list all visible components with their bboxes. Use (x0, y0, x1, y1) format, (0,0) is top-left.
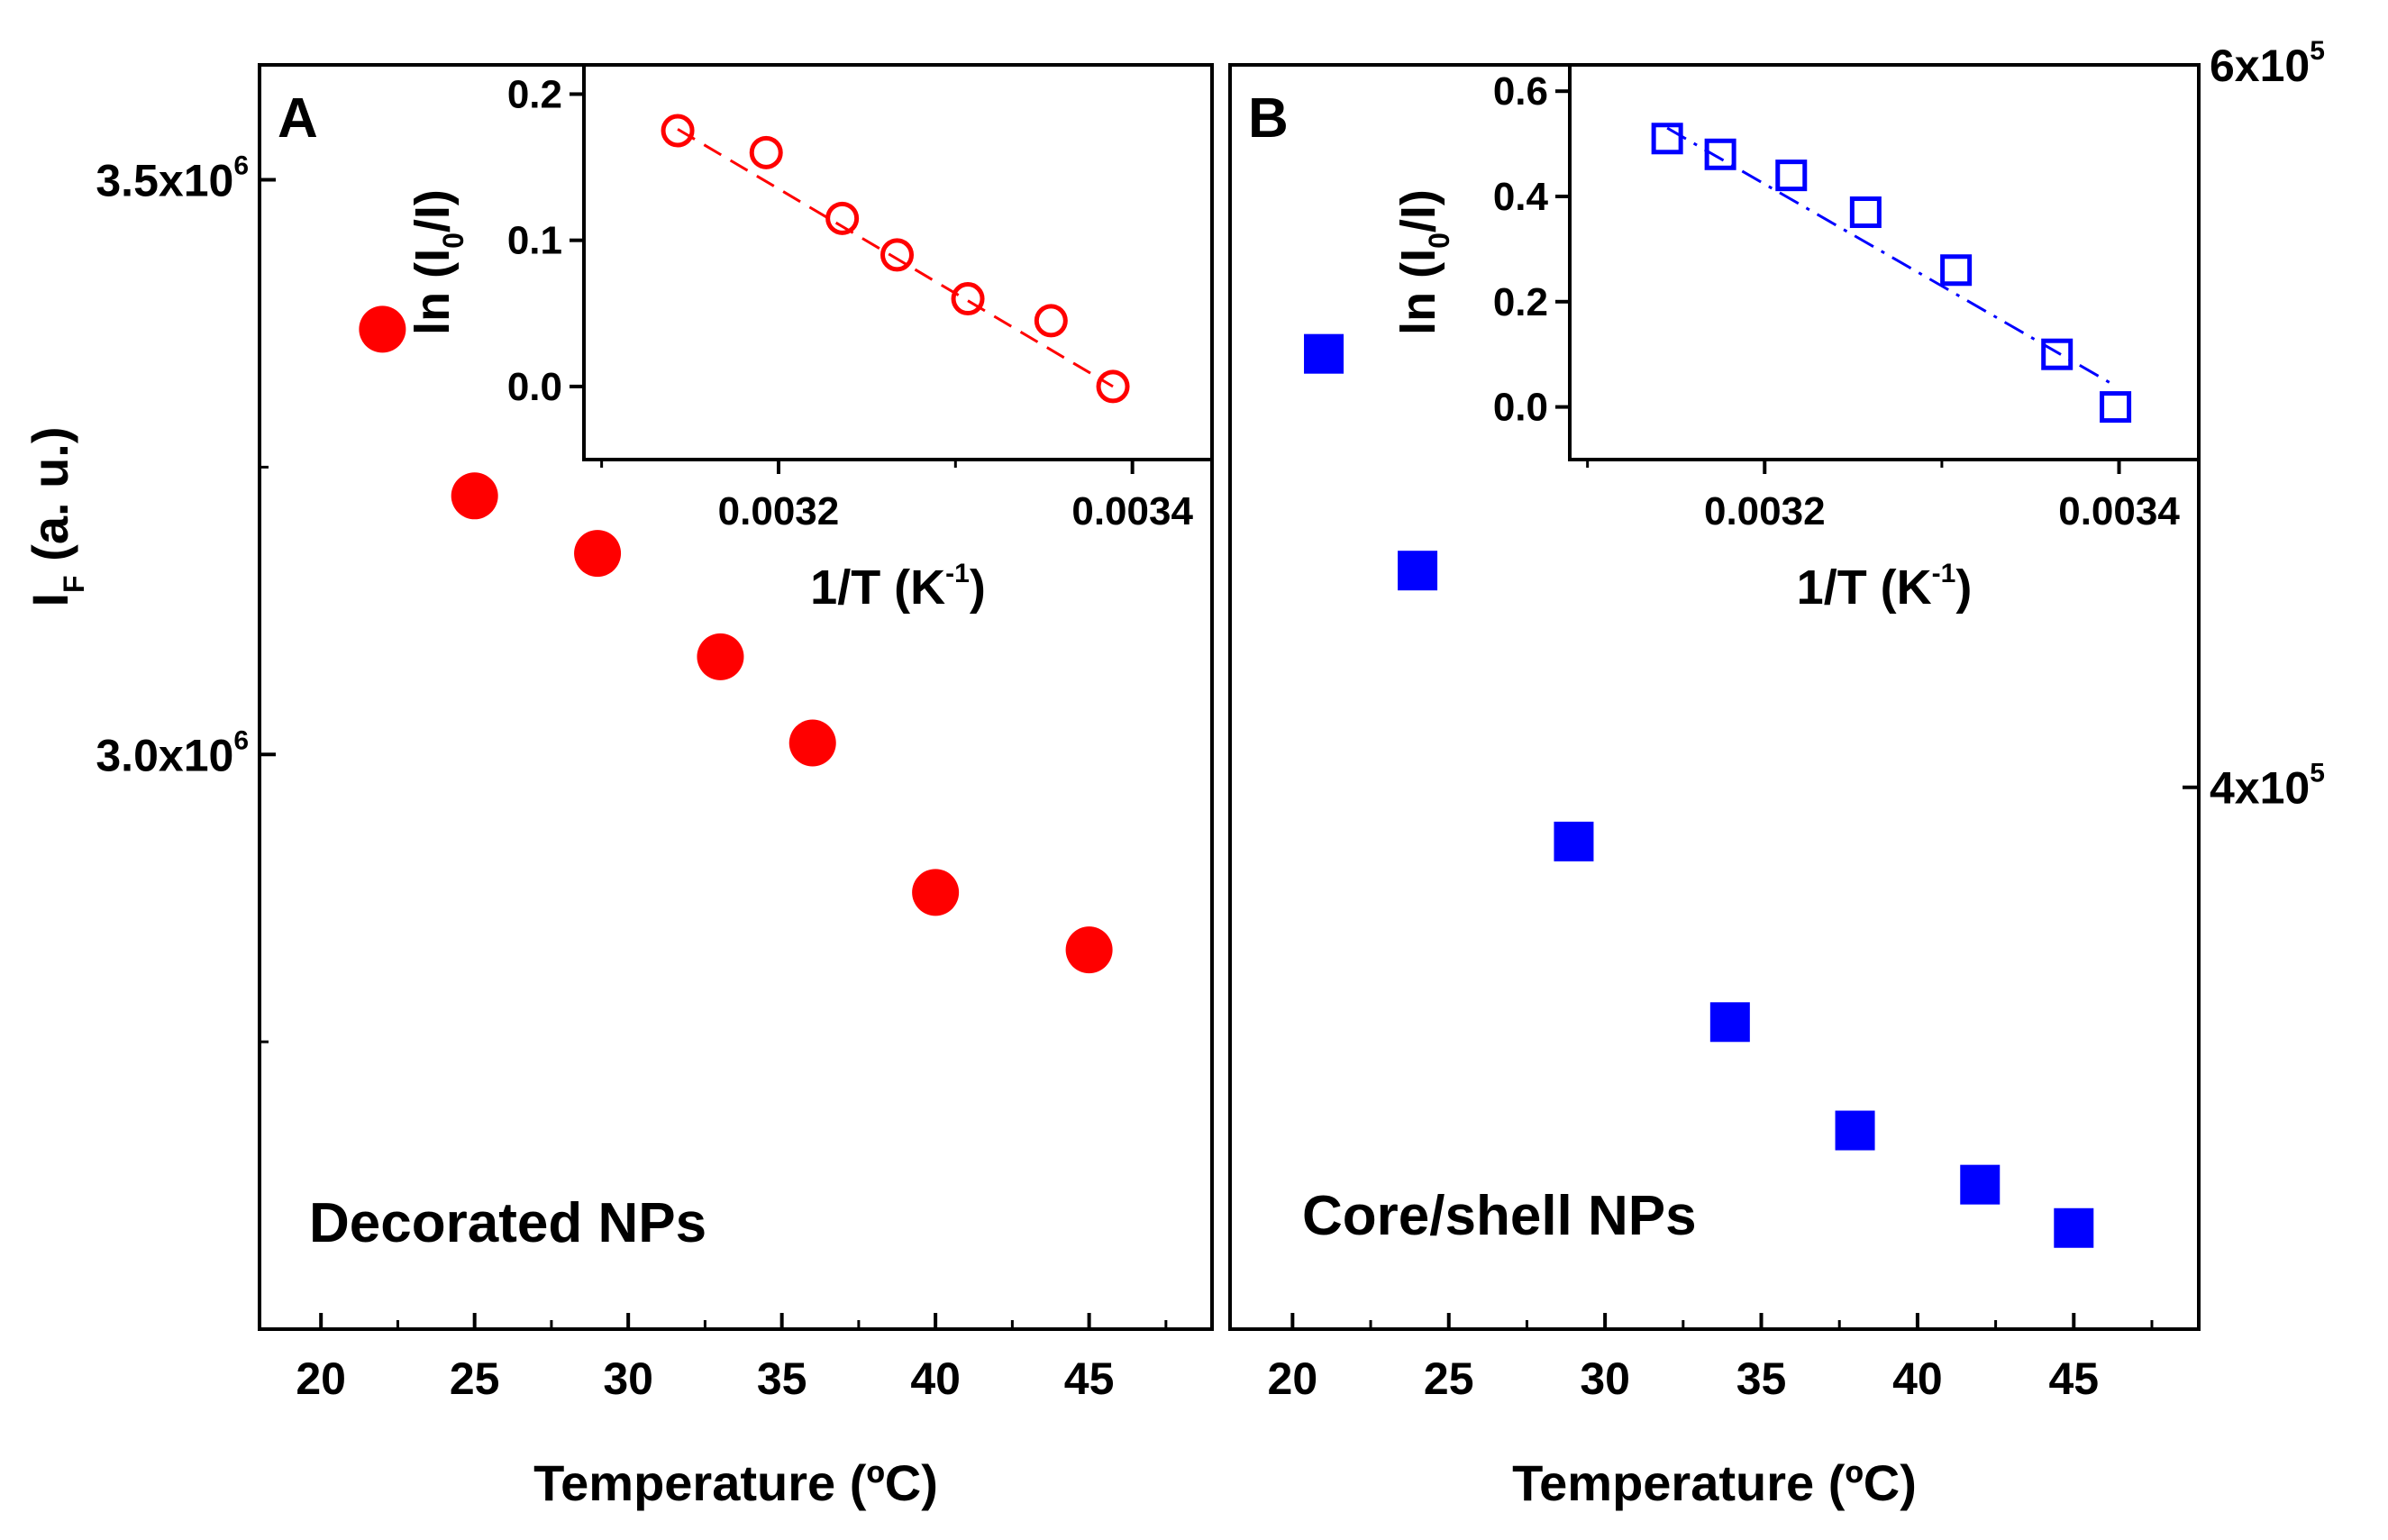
data-point (788, 719, 836, 767)
panel-label: B (1248, 87, 1289, 150)
x-tick-label: 20 (1268, 1353, 1318, 1404)
y-axis-title: IF (a. u.) (22, 427, 90, 607)
inset-y-title-sub: 0 (1423, 232, 1455, 249)
x-tick-label: 30 (1580, 1353, 1630, 1404)
inset-y-axis-title: ln (I0/I) (406, 189, 469, 335)
series-annotation: Core/shell NPs (1302, 1185, 1697, 1247)
inset-x-tick-label: 0.0034 (1071, 489, 1193, 533)
inset-data-point (1849, 196, 1882, 229)
x-tick-label: 20 (296, 1353, 346, 1404)
y-tick-label-base: 3.5x10 (96, 156, 233, 206)
inset-fit-line (677, 128, 1114, 388)
data-point (1065, 926, 1113, 974)
inset-x-title-rest: ) (970, 560, 986, 615)
x-axis-title: Temperature (ºC) (1512, 1454, 1917, 1511)
inset-x-tick-label: 0.0032 (1704, 489, 1826, 533)
y-tick-label-base: 4x10 (2210, 763, 2310, 814)
inset-chart: 0.0032 0.0034 0.0 0.1 0.2 1/T (K-1) ln (I0/I) (406, 63, 1214, 615)
inset-x-title-sup: -1 (945, 559, 970, 588)
data-point (1835, 1110, 1875, 1151)
inset-frame (1568, 63, 2201, 461)
inset-frame (582, 63, 1214, 461)
inset-y-title-b: /I) (1391, 189, 1445, 232)
inset-x-title-main: 1/T (K (1797, 560, 1932, 615)
x-tick-label: 45 (1064, 1353, 1115, 1404)
inset-data-point (1940, 254, 1973, 287)
inset-x-tick-label: 0.0034 (2058, 489, 2180, 533)
data-point (451, 472, 498, 520)
y-tick-label: 6x105 (2210, 36, 2325, 91)
data-point (574, 530, 622, 578)
inset-data-point (1651, 123, 1683, 155)
inset-chart: 0.0032 0.0034 0.0 0.2 0.4 0.6 1/T (K-1) ln (I0/… (1391, 63, 2201, 615)
inset-y-tick-label: 0.1 (507, 219, 562, 263)
panel-label: A (278, 87, 318, 150)
data-point (1960, 1164, 2001, 1205)
y-tick-label: 4x105 (2210, 759, 2325, 814)
inset-data-point (2100, 391, 2132, 424)
inset-data-point (2041, 338, 2074, 370)
y-tick-label-exp: 6 (233, 725, 249, 755)
data-point (359, 305, 406, 353)
inset-y-tick-label: 0.4 (1493, 175, 1549, 219)
inset-x-axis-title: 1/T (K-1) (1797, 559, 1973, 615)
x-tick-label: 25 (1424, 1353, 1474, 1404)
x-tick-label: 40 (1892, 1353, 1943, 1404)
inset-y-title-a: ln (I (1391, 249, 1445, 335)
data-point (912, 869, 960, 916)
x-tick-label: 40 (910, 1353, 961, 1404)
inset-data-point (951, 282, 985, 316)
inset-y-tick-label: 0.0 (507, 365, 562, 409)
inset-data-point (1704, 138, 1736, 170)
inset-data-point (1775, 159, 1808, 192)
inset-data-point (1034, 304, 1068, 338)
inset-y-tick-label: 0.0 (1493, 386, 1548, 430)
y-tick-label-exp: 5 (2310, 36, 2325, 66)
y-tick-label: 3.0x106 (96, 725, 249, 780)
inset-x-title-main: 1/T (K (810, 560, 945, 615)
y-tick-label: 3.5x106 (96, 151, 249, 206)
data-point (1304, 333, 1344, 374)
data-point (697, 633, 744, 680)
inset-y-title-sub: 0 (437, 232, 469, 249)
data-point (1554, 821, 1594, 861)
y-tick-label-exp: 5 (2310, 759, 2325, 788)
inset-data-point (825, 201, 860, 235)
inset-y-tick-label: 0.2 (507, 72, 562, 116)
x-axis-title: Temperature (ºC) (533, 1454, 938, 1511)
x-tick-label: 30 (603, 1353, 653, 1404)
y-axis-title-sub: F (58, 575, 90, 593)
inset-x-tick-label: 0.0032 (718, 489, 840, 533)
x-tick-label: 45 (2048, 1353, 2099, 1404)
inset-y-title-b: /I) (406, 189, 460, 232)
x-tick-label: 25 (450, 1353, 500, 1404)
inset-data-point (749, 135, 783, 169)
inset-y-tick-label: 0.6 (1493, 69, 1548, 114)
inset-x-title-rest: ) (1955, 560, 1972, 615)
y-axis-title-main: I (22, 593, 78, 607)
data-point (2054, 1207, 2094, 1248)
inset-data-point (880, 238, 915, 272)
data-point (1709, 1002, 1750, 1043)
inset-y-tick-label: 0.2 (1493, 280, 1548, 324)
y-axis-title-rest: (a. u.) (22, 427, 78, 576)
inset-y-axis-title: ln (I0/I) (1391, 189, 1455, 335)
inset-y-title-a: ln (I (406, 249, 460, 335)
inset-data-point (661, 114, 695, 148)
y-tick-label-exp: 6 (233, 151, 249, 181)
x-tick-label: 35 (757, 1353, 807, 1404)
inset-x-axis-title: 1/T (K-1) (810, 559, 986, 615)
y-tick-label-base: 6x10 (2210, 41, 2310, 91)
inset-x-title-sup: -1 (1932, 559, 1956, 588)
y-tick-label-base: 3.0x10 (96, 730, 233, 780)
data-point (1398, 551, 1438, 591)
inset-data-point (1096, 369, 1130, 404)
series-annotation: Decorated NPs (309, 1192, 706, 1254)
x-tick-label: 35 (1736, 1353, 1787, 1404)
